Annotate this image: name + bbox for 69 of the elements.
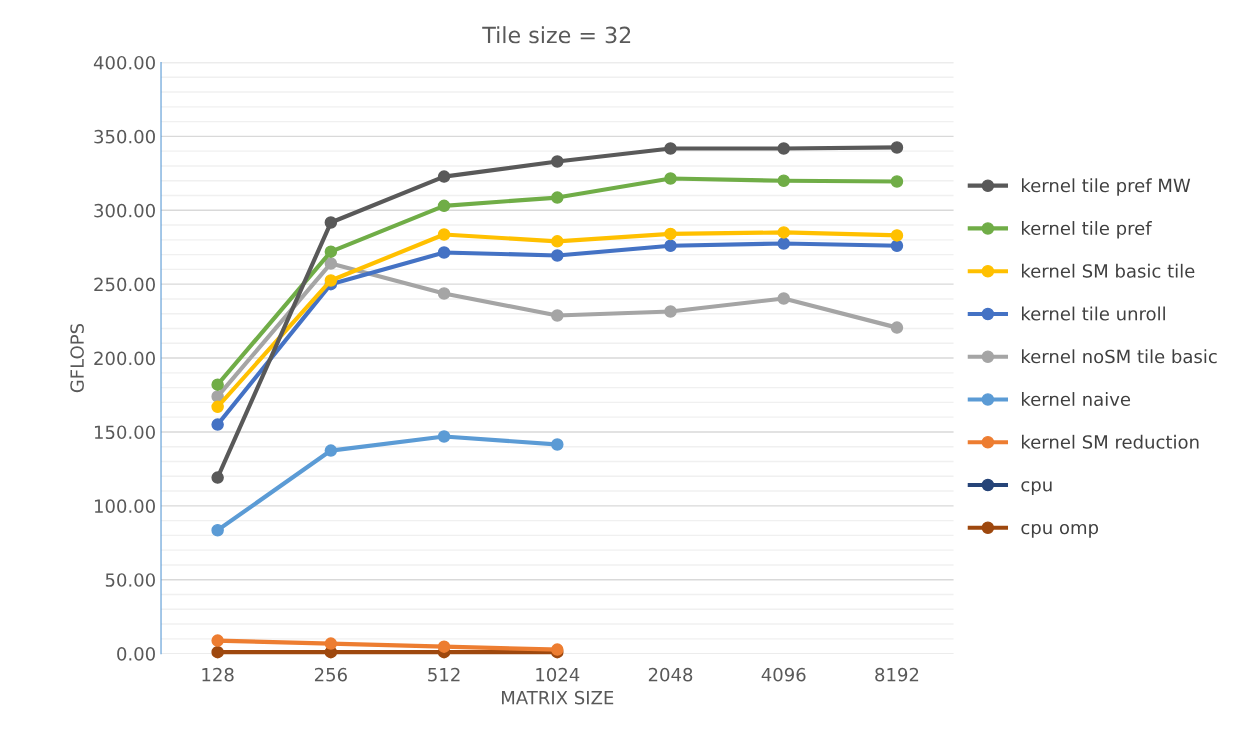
point [211,400,224,414]
point [890,239,904,252]
point [551,155,564,168]
point [324,245,338,258]
legend-label: kernel noSM tile basic [1022,349,1217,364]
point [437,287,451,300]
point [437,228,451,241]
point [211,378,224,391]
point [324,257,338,270]
point [437,430,451,443]
point [551,235,564,248]
legend-label: kernel SM basic tile [1022,263,1195,278]
point [777,142,790,155]
point [324,444,338,457]
legend-label: kernel naive [1022,392,1131,407]
x-tick-label: 2048 [648,667,693,682]
point [890,229,904,242]
point [324,637,338,650]
point [211,418,224,431]
point [324,274,338,287]
point [777,174,790,187]
point [890,321,904,334]
x-tick-label: 1024 [536,667,580,682]
point [664,239,677,252]
x-axis-title: MATRIX SIZE [502,690,614,705]
x-tick-label: 256 [314,667,347,682]
point [211,471,224,484]
point [437,640,451,653]
point [664,305,677,318]
y-tick-label: 200.00 [94,351,155,366]
x-tick-label: 4096 [761,667,806,682]
point [437,170,451,183]
chart-title: Tile size = 32 [482,26,631,44]
point [664,142,677,155]
point [551,191,564,204]
legend-label: kernel SM reduction [1022,434,1199,449]
point [211,523,224,537]
point [211,645,224,659]
legend-label: cpu omp [1021,523,1099,538]
y-tick-label: 150.00 [94,425,155,440]
y-tick-label: 300.00 [94,203,155,218]
point [551,249,564,262]
legend-label: cpu [1021,481,1052,496]
point [664,227,677,241]
point [890,175,904,188]
y-tick-label: 0.00 [117,647,155,661]
legend-label: kernel tile pref [1022,221,1152,239]
point [777,292,790,305]
point [664,172,677,185]
y-tick-label: 350.00 [94,129,155,144]
point [211,634,224,647]
point [777,226,790,239]
legend-label: kernel tile pref MW [1022,178,1191,196]
y-tick-label: 250.00 [94,277,155,292]
point [324,216,338,229]
legend-label: kernel tile unroll [1022,306,1165,321]
point [551,438,564,451]
y-axis-title: GFLOPS [70,323,84,393]
point [551,309,564,322]
y-tick-label: 50.00 [105,573,155,587]
point [437,246,451,259]
x-tick-label: 8192 [875,667,919,682]
y-tick-label: 400.00 [93,55,155,70]
point [890,141,904,154]
y-tick-label: 100.00 [94,499,155,513]
x-tick-label: 512 [428,667,460,682]
point [437,199,451,213]
point [777,237,790,250]
x-tick-label: 128 [202,667,234,682]
